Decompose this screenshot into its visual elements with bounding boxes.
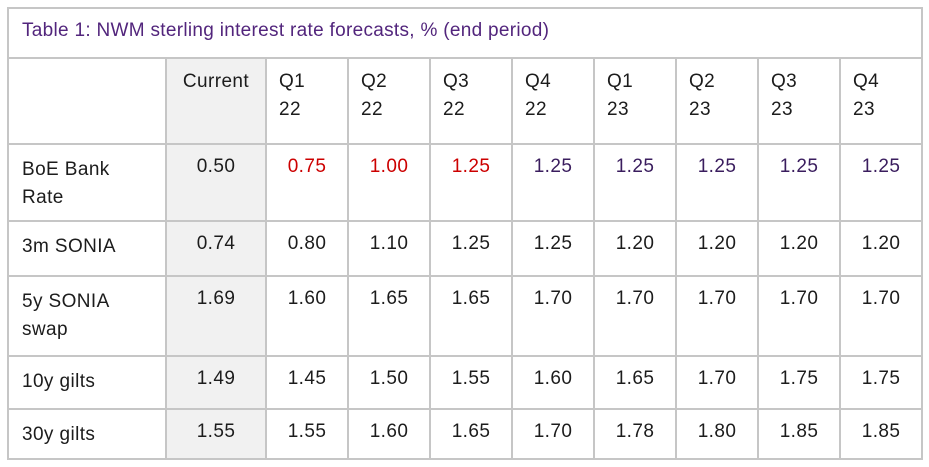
- column-header-line2: 22: [525, 98, 547, 120]
- quarter-column-header: Q4 22: [511, 57, 595, 145]
- title-row: Table 1: NWM sterling interest rate fore…: [6, 7, 924, 59]
- column-header-line1: Q3: [771, 71, 798, 92]
- row-label: 30y gilts: [7, 408, 167, 460]
- table-title: Table 1: NWM sterling interest rate fore…: [6, 7, 924, 59]
- table-row: 30y gilts 1.55 1.55 1.60 1.65 1.70 1.78 1.80 1.8…: [7, 408, 924, 460]
- rate-cell: 1.75: [757, 355, 841, 410]
- rate-cell: 1.25: [675, 143, 759, 222]
- rate-cell: 1.85: [757, 408, 841, 460]
- rate-cell: 1.20: [838, 220, 924, 277]
- rate-cell: 1.65: [429, 275, 513, 357]
- column-header-line2: 22: [279, 98, 301, 120]
- rate-cell: 1.55: [429, 355, 513, 410]
- rate-cell: 1.25: [429, 143, 513, 222]
- table-row: BoE Bank Rate 0.50 0.75 1.00 1.25 1.25 1.25 1.2…: [7, 143, 924, 222]
- rate-cell: 0.50: [165, 143, 267, 222]
- rate-cell: 1.60: [347, 408, 431, 460]
- rate-cell: 1.78: [593, 408, 677, 460]
- column-header-line2: 22: [361, 98, 383, 120]
- rate-cell: 1.25: [757, 143, 841, 222]
- rate-cell: 1.70: [593, 275, 677, 357]
- rate-cell: 1.25: [838, 143, 924, 222]
- rate-cell: 1.20: [675, 220, 759, 277]
- row-label: 3m SONIA: [7, 220, 167, 277]
- column-header-line1: Q2: [361, 71, 388, 92]
- column-header-line1: Q4: [853, 71, 880, 92]
- rate-cell: 1.25: [511, 143, 595, 222]
- column-header-line1: Q1: [279, 71, 306, 92]
- header-row: Current Q1 22 Q2 22 Q3 22 Q4 22 Q1 23 Q2 23 Q3 23 Q4 23: [7, 57, 924, 145]
- quarter-column-header: Q2 23: [675, 57, 759, 145]
- quarter-column-header: Q1 23: [593, 57, 677, 145]
- rate-cell: 1.45: [265, 355, 349, 410]
- column-header-line1: Q4: [525, 71, 552, 92]
- column-header-line2: 23: [853, 98, 875, 120]
- column-header-line1: Current: [182, 71, 250, 92]
- table-body: BoE Bank Rate 0.50 0.75 1.00 1.25 1.25 1.25 1.2…: [7, 143, 924, 460]
- rate-cell: 1.70: [511, 275, 595, 357]
- column-header-line2: 22: [443, 98, 465, 120]
- rate-cell: 0.80: [265, 220, 349, 277]
- table-row: 5y SONIA swap 1.69 1.60 1.65 1.65 1.70 1.70 1.7…: [7, 275, 924, 357]
- rate-cell: 1.65: [593, 355, 677, 410]
- rate-cell: 1.49: [165, 355, 267, 410]
- column-header-line2: 23: [607, 98, 629, 120]
- table-row: 10y gilts 1.49 1.45 1.50 1.55 1.60 1.65 1.70 1.7…: [7, 355, 924, 410]
- rate-cell: 0.75: [265, 143, 349, 222]
- rate-cell: 1.60: [511, 355, 595, 410]
- rate-cell: 1.25: [429, 220, 513, 277]
- current-column-header: Current: [165, 57, 267, 145]
- rate-cell: 1.20: [757, 220, 841, 277]
- rate-cell: 1.75: [838, 355, 924, 410]
- row-label: BoE Bank Rate: [7, 143, 167, 222]
- column-header-line1: Q3: [443, 71, 470, 92]
- rate-cell: 1.70: [675, 275, 759, 357]
- rate-cell: 1.65: [429, 408, 513, 460]
- column-header-line2: 23: [771, 98, 793, 120]
- rate-cell: 1.55: [165, 408, 267, 460]
- rate-cell: 1.10: [347, 220, 431, 277]
- rate-cell: 1.70: [511, 408, 595, 460]
- rate-cell: 1.70: [675, 355, 759, 410]
- rate-cell: 1.65: [347, 275, 431, 357]
- column-header-line1: Q2: [689, 71, 716, 92]
- rate-cell: 1.70: [838, 275, 924, 357]
- rate-cell: 1.80: [675, 408, 759, 460]
- column-header-line2: 23: [689, 98, 711, 120]
- rate-cell: 1.69: [165, 275, 267, 357]
- row-label-header: [7, 57, 167, 145]
- rate-cell: 1.50: [347, 355, 431, 410]
- rate-cell: 0.74: [165, 220, 267, 277]
- rate-cell: 1.70: [757, 275, 841, 357]
- rate-cell: 1.00: [347, 143, 431, 222]
- rate-cell: 1.25: [511, 220, 595, 277]
- table-row: 3m SONIA 0.74 0.80 1.10 1.25 1.25 1.20 1.20 1.20…: [7, 220, 924, 277]
- quarter-column-header: Q1 22: [265, 57, 349, 145]
- quarter-column-header: Q3 23: [757, 57, 841, 145]
- quarter-column-header: Q4 23: [838, 57, 924, 145]
- quarter-column-header: Q3 22: [429, 57, 513, 145]
- rate-cell: 1.55: [265, 408, 349, 460]
- row-label: 5y SONIA swap: [7, 275, 167, 357]
- rate-cell: 1.85: [838, 408, 924, 460]
- quarter-column-header: Q2 22: [347, 57, 431, 145]
- row-label: 10y gilts: [7, 355, 167, 410]
- rate-cell: 1.25: [593, 143, 677, 222]
- rate-cell: 1.60: [265, 275, 349, 357]
- column-header-line1: Q1: [607, 71, 634, 92]
- rate-cell: 1.20: [593, 220, 677, 277]
- interest-rate-forecast-table: Table 1: NWM sterling interest rate fore…: [6, 7, 924, 460]
